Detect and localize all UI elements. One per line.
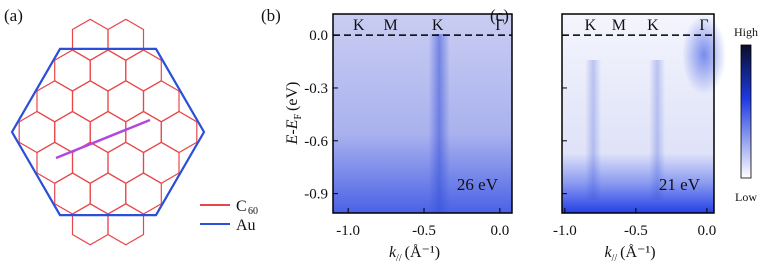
title-part: k (389, 244, 397, 261)
c60-hexagon (54, 49, 91, 92)
panel-label: (c) (490, 6, 509, 25)
title-part: // (612, 253, 618, 264)
c60-hexagon (125, 110, 162, 154)
c60-hexagon (71, 18, 109, 61)
band-intensity (428, 34, 450, 213)
legend-label: Au (236, 217, 256, 234)
frame (332, 13, 513, 214)
arpes-panel: (b) K M K Γ 26 eV -1.0 -0.5 0.0 0.0 -0.3 -0.6 -0.9 k/… (261, 6, 513, 264)
y-axis-title: E-EF (eV) (284, 82, 304, 146)
band-intensity (585, 60, 602, 200)
legend-subscript: 60 (248, 206, 258, 217)
c60-hexagon (89, 172, 127, 215)
c60-hexagon (160, 110, 198, 154)
photon-energy: 26 eV (457, 175, 499, 194)
c60-hexagon (125, 172, 162, 215)
c60-hexagon (142, 141, 180, 184)
c60-hexagon (107, 18, 145, 61)
band-intensity (682, 15, 727, 95)
x-axis-title: k//(Å⁻¹) (604, 243, 655, 264)
c60-hexagon (36, 141, 74, 184)
c60-hexagon (107, 80, 145, 123)
direction-line (55, 118, 151, 160)
arpes-panel: (c)K M K Γ21 eV-1.0 -0.5 0.0k//(Å⁻¹) (490, 6, 727, 264)
y-tick-label: -0.9 (304, 187, 328, 203)
band-intensity (649, 60, 666, 200)
x-tick-label: 0.0 (698, 223, 717, 239)
legend-label: C (236, 198, 247, 215)
symmetry-point: M (384, 17, 398, 34)
x-axis-title: k//(Å⁻¹) (389, 243, 440, 264)
c60-hexagon (89, 49, 127, 92)
title-part: // (396, 253, 402, 264)
y-tick-label: -0.6 (304, 134, 328, 150)
symmetry-point: M (612, 17, 626, 34)
symmetry-point: K (585, 17, 597, 34)
panel-label: (a) (4, 6, 23, 25)
arpes-image (333, 14, 512, 213)
frame (561, 13, 715, 214)
x-tick-label: -0.5 (412, 223, 436, 239)
x-tick-label: 0.0 (490, 223, 509, 239)
c60-hexagon (125, 49, 162, 92)
title-part: E-E (284, 119, 301, 145)
c60-hexagon (18, 110, 56, 154)
colorbar-low: Low (735, 190, 757, 204)
title-part: k (604, 244, 612, 261)
colorbar-high: High (734, 25, 758, 39)
x-tick-label: -1.0 (336, 223, 360, 239)
c60-hexagon (54, 172, 91, 215)
symmetry-point: K (432, 17, 444, 34)
panel-label: (b) (261, 6, 281, 25)
title-part: F (293, 114, 304, 120)
symmetry-point: Γ (699, 17, 708, 34)
au-hexagon (10, 47, 206, 217)
photon-energy: 21 eV (659, 175, 701, 194)
title-part: (Å⁻¹) (620, 243, 655, 261)
c60-hexagon (71, 80, 109, 123)
x-tick-label: -0.5 (624, 223, 648, 239)
title-part: (eV) (284, 82, 301, 111)
symmetry-point: K (353, 17, 365, 34)
c60-hexagon (36, 80, 74, 123)
title-part: (Å⁻¹) (405, 243, 440, 261)
x-tick-label: -1.0 (553, 223, 577, 239)
c60-hexagon (142, 80, 180, 123)
y-tick-label: 0.0 (309, 28, 328, 44)
c60-hexagon (107, 141, 145, 184)
symmetry-point: Γ (495, 17, 504, 34)
c60-hexagon (71, 203, 109, 246)
y-tick-label: -0.3 (304, 81, 328, 97)
symmetry-point: K (647, 17, 659, 34)
c60-hexagon (107, 203, 145, 246)
colorbar (740, 44, 752, 179)
